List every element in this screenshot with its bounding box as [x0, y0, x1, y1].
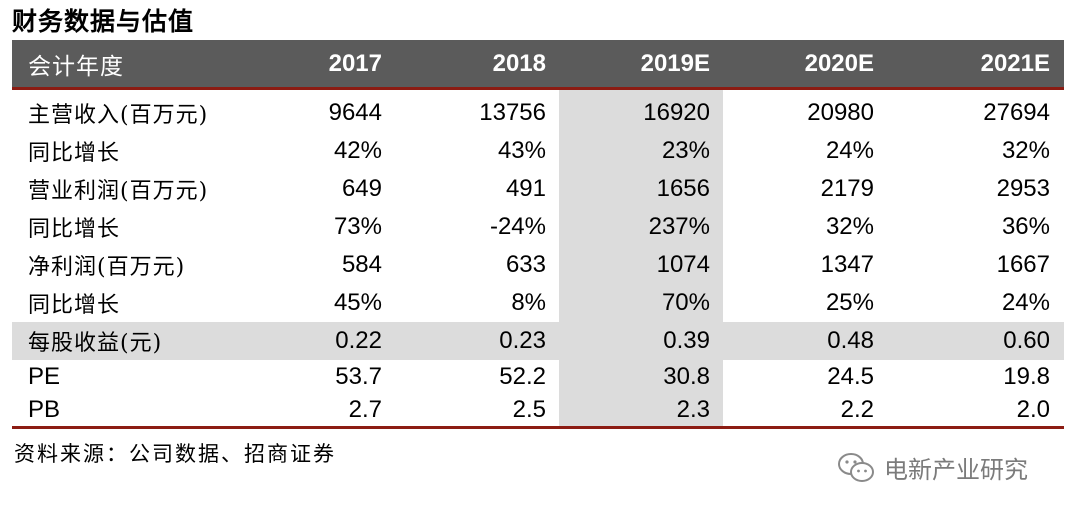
- row-label: 同比增长: [28, 293, 121, 318]
- row-label: PB: [28, 395, 61, 423]
- table-cell: 23%: [661, 137, 710, 164]
- wechat-icon: [836, 451, 876, 485]
- table-cell: 70%: [661, 289, 710, 316]
- table-cell: 24.5: [827, 362, 874, 390]
- table-cell: 1074: [656, 251, 710, 278]
- table-cell: 9644: [328, 99, 382, 126]
- table-cell: 2.5: [512, 395, 546, 423]
- table-header: 会计年度 2017 2018 2019E 2020E 2021E: [12, 40, 1064, 90]
- row-label: 营业利润(百万元): [28, 179, 209, 204]
- table-cell: 13756: [479, 99, 546, 126]
- table-cell: 0.60: [1003, 327, 1050, 354]
- table-row: PE 53.7 52.2 30.8 24.5 19.8: [12, 360, 1064, 393]
- page-title: 财务数据与估值: [12, 7, 195, 36]
- table-row: 同比增长 42% 43% 23% 24% 32%: [12, 132, 1064, 170]
- table-cell: 27694: [983, 99, 1050, 126]
- table-cell: 2.0: [1016, 395, 1050, 423]
- table-cell: 1667: [996, 251, 1050, 278]
- table-cell: 42%: [333, 137, 382, 164]
- table-cell: 633: [505, 251, 546, 278]
- table-cell: 0.48: [827, 327, 874, 354]
- table-cell: -24%: [489, 213, 546, 240]
- watermark: 电新产业研究: [836, 450, 1028, 485]
- table-cell: 45%: [333, 289, 382, 316]
- table-body: 主营收入(百万元) 9644 13756 16920 20980 27694 同比增长 42%…: [12, 94, 1064, 426]
- source-note: 资料来源：公司数据、招商证券: [14, 442, 336, 466]
- row-label: 同比增长: [28, 217, 121, 242]
- table-cell: 584: [341, 251, 382, 278]
- header-label: 会计年度: [28, 53, 124, 80]
- table-row: PB 2.7 2.5 2.3 2.2 2.0: [12, 393, 1064, 426]
- table-cell: 36%: [1001, 213, 1050, 240]
- header-year: 2019E: [640, 49, 710, 77]
- table-bottom-rule: [12, 426, 1064, 429]
- row-label: 同比增长: [28, 141, 121, 166]
- row-label: PE: [28, 362, 61, 390]
- table-cell: 0.39: [663, 327, 710, 354]
- table-cell: 1347: [820, 251, 874, 278]
- table-row: 同比增长 73% -24% 237% 32% 36%: [12, 208, 1064, 246]
- financial-table: 会计年度 2017 2018 2019E 2020E 2021E 主营收入(百万…: [12, 40, 1064, 429]
- table-cell: 32%: [1001, 137, 1050, 164]
- table-cell: 2953: [996, 175, 1050, 202]
- table-row: 同比增长 45% 8% 70% 25% 24%: [12, 284, 1064, 322]
- table-cell: 53.7: [335, 362, 382, 390]
- table-cell: 19.8: [1003, 362, 1050, 390]
- row-label: 净利润(百万元): [28, 255, 186, 280]
- table-cell: 2179: [820, 175, 874, 202]
- table-row: 营业利润(百万元) 649 491 1656 2179 2953: [12, 170, 1064, 208]
- table-cell: 0.23: [499, 327, 546, 354]
- row-label: 每股收益(元): [28, 331, 163, 356]
- table-row: 主营收入(百万元) 9644 13756 16920 20980 27694: [12, 94, 1064, 132]
- table-cell: 8%: [511, 289, 546, 316]
- table-cell: 16920: [643, 99, 710, 126]
- table-cell: 24%: [1001, 289, 1050, 316]
- header-year: 2018: [492, 49, 546, 77]
- table-row: 每股收益(元) 0.22 0.23 0.39 0.48 0.60: [12, 322, 1064, 360]
- header-year: 2020E: [804, 49, 874, 77]
- table-cell: 2.3: [676, 395, 710, 423]
- table-cell: 52.2: [499, 362, 546, 390]
- header-year: 2021E: [980, 49, 1050, 77]
- table-cell: 43%: [497, 137, 546, 164]
- row-label: 主营收入(百万元): [28, 103, 209, 128]
- table-cell: 2.2: [840, 395, 874, 423]
- table-row: 净利润(百万元) 584 633 1074 1347 1667: [12, 246, 1064, 284]
- table-cell: 649: [341, 175, 382, 202]
- table-cell: 491: [505, 175, 546, 202]
- table-cell: 24%: [825, 137, 874, 164]
- table-cell: 32%: [825, 213, 874, 240]
- table-cell: 237%: [648, 213, 710, 240]
- table-cell: 20980: [807, 99, 874, 126]
- table-cell: 0.22: [335, 327, 382, 354]
- watermark-text: 电新产业研究: [884, 456, 1028, 484]
- table-cell: 30.8: [663, 362, 710, 390]
- header-year: 2017: [328, 49, 382, 77]
- table-cell: 2.7: [348, 395, 382, 423]
- table-cell: 25%: [825, 289, 874, 316]
- table-cell: 73%: [333, 213, 382, 240]
- table-cell: 1656: [656, 175, 710, 202]
